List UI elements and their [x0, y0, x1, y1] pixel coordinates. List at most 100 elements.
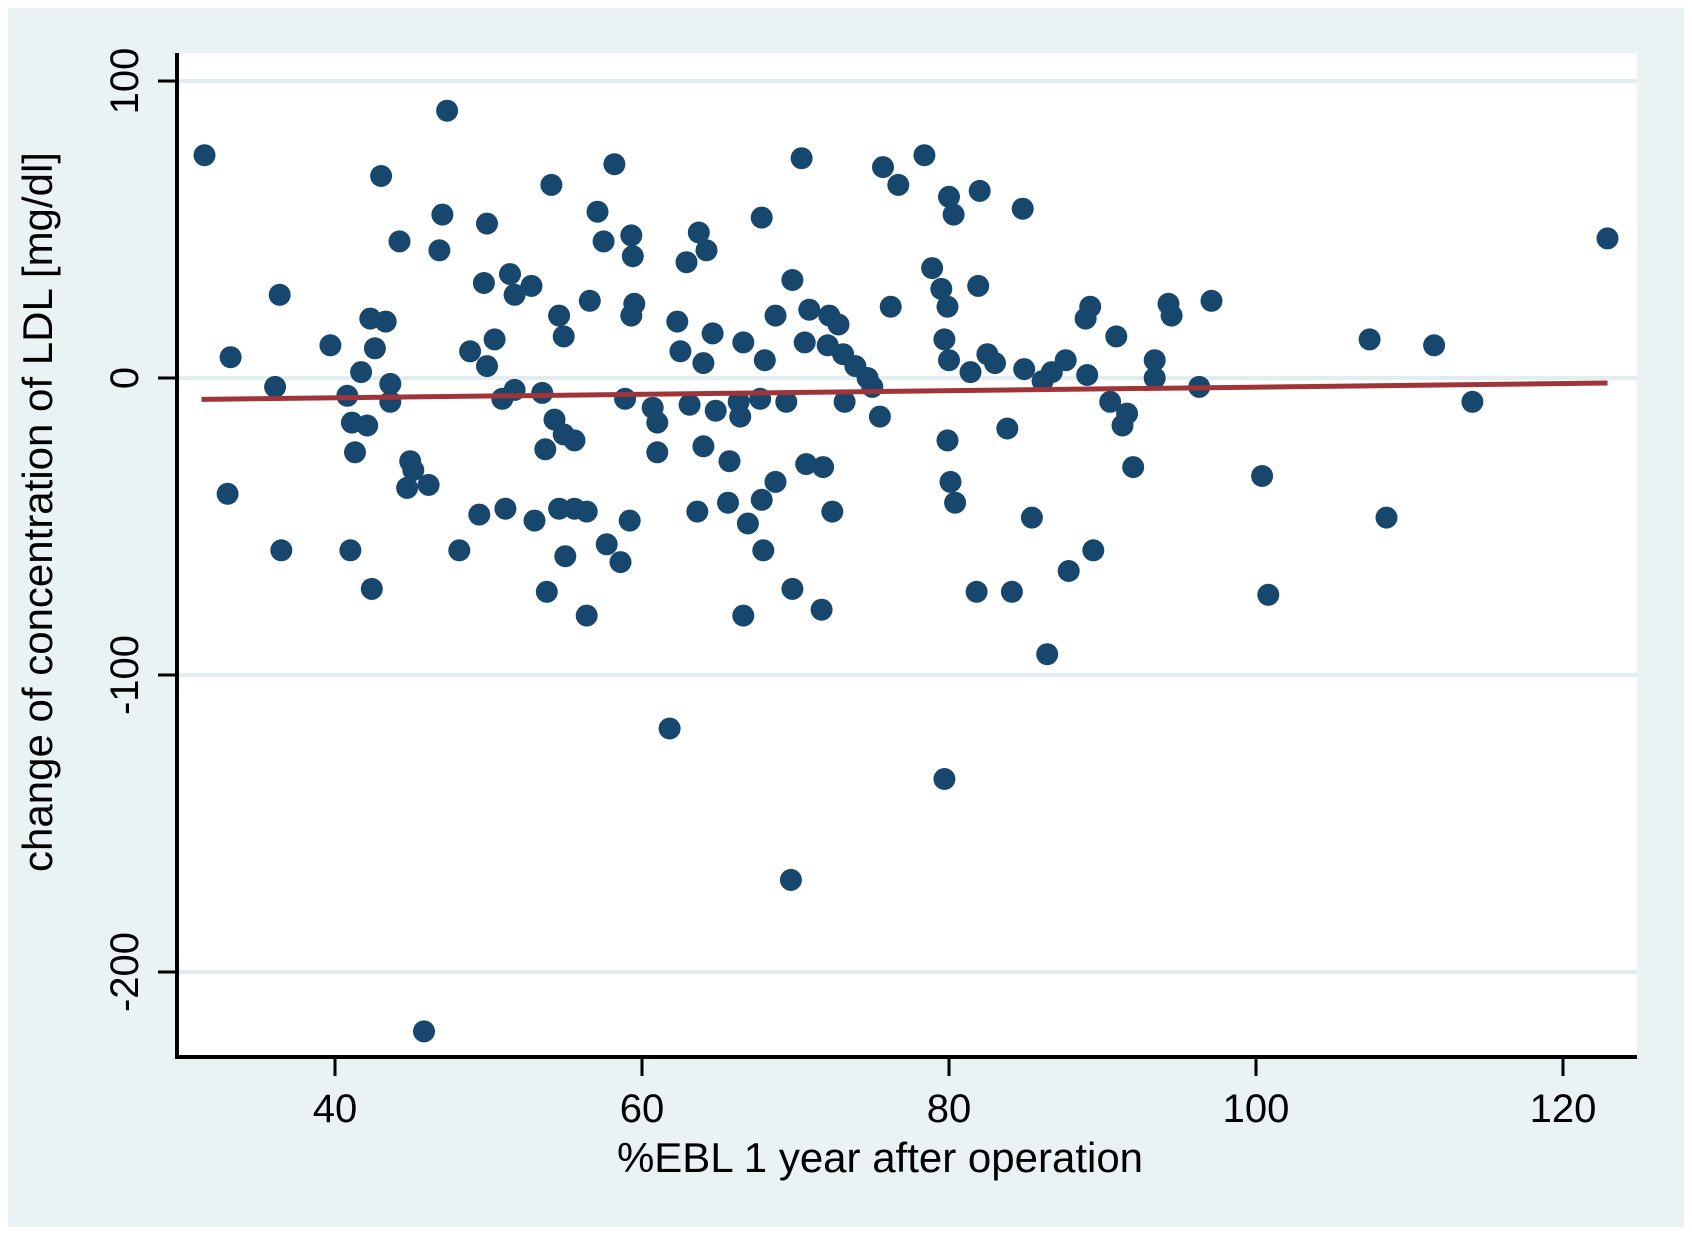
data-point: [887, 173, 910, 196]
x-tick-label: 40: [313, 1087, 358, 1131]
data-point: [540, 173, 563, 196]
data-point: [1358, 328, 1381, 351]
data-point: [933, 768, 956, 790]
data-point: [620, 304, 643, 327]
data-point: [216, 482, 239, 505]
data-point: [552, 325, 575, 348]
scatter-points: [193, 99, 1619, 1043]
data-point: [686, 500, 709, 523]
data-point: [1375, 506, 1398, 529]
data-point: [968, 179, 991, 202]
data-point: [535, 580, 558, 603]
data-point: [193, 144, 216, 167]
data-point: [621, 245, 644, 268]
data-point: [595, 533, 618, 556]
data-point: [812, 456, 835, 479]
data-point: [356, 414, 379, 437]
data-point: [548, 304, 571, 327]
x-tick-label: 120: [1530, 1087, 1597, 1131]
data-point: [658, 717, 681, 740]
data-point: [374, 310, 397, 333]
data-point: [396, 476, 419, 499]
data-point: [1074, 307, 1097, 330]
data-point: [732, 331, 755, 354]
data-point: [620, 224, 643, 247]
tick-labels: 100 0 -100 -200 40 60 80 100 120: [103, 48, 1596, 1131]
data-point: [472, 272, 495, 294]
data-point: [1461, 390, 1484, 413]
x-tick-label: 80: [927, 1087, 972, 1131]
y-tick-label: 100: [103, 48, 147, 115]
data-point: [1160, 304, 1183, 327]
data-point: [795, 453, 818, 476]
data-point: [646, 411, 669, 434]
data-point: [687, 221, 710, 244]
data-point: [750, 488, 773, 511]
x-tick-label: 60: [620, 1087, 665, 1131]
data-point: [609, 551, 632, 574]
data-point: [494, 497, 517, 520]
data-point: [936, 429, 959, 452]
data-point: [944, 491, 967, 514]
data-point: [692, 352, 715, 375]
data-point: [618, 509, 641, 532]
data-point: [729, 405, 752, 428]
data-point: [370, 165, 393, 187]
data-point: [913, 144, 936, 167]
data-point: [984, 352, 1006, 375]
data-point: [764, 304, 787, 327]
data-point: [732, 604, 755, 627]
data-point: [1596, 227, 1619, 250]
data-point: [614, 387, 637, 410]
data-point: [428, 239, 451, 262]
data-point: [810, 598, 833, 621]
data-point: [793, 331, 816, 354]
x-tick-label: 100: [1223, 1087, 1290, 1131]
data-point: [1200, 289, 1223, 312]
data-point: [701, 322, 724, 345]
data-point: [695, 239, 718, 262]
data-point: [666, 310, 689, 333]
data-point: [718, 450, 741, 473]
data-point: [704, 399, 727, 422]
tick-marks: [158, 79, 1565, 1076]
data-point: [736, 512, 759, 535]
data-point: [219, 346, 242, 369]
data-point: [790, 147, 813, 170]
data-point: [933, 328, 956, 351]
data-point: [1036, 643, 1059, 666]
gridlines: [177, 79, 1637, 974]
data-point: [921, 257, 944, 280]
data-point: [554, 545, 577, 568]
data-point: [1251, 465, 1274, 487]
data-point: [833, 390, 856, 413]
data-point: [752, 539, 775, 562]
data-point: [417, 473, 440, 496]
data-point: [764, 470, 787, 493]
data-point: [379, 390, 402, 413]
data-point: [575, 604, 598, 627]
data-point: [646, 441, 669, 464]
data-point: [339, 539, 362, 562]
data-point: [531, 381, 554, 404]
data-point: [431, 203, 454, 226]
data-point: [1000, 580, 1023, 603]
data-point: [548, 497, 571, 520]
data-point: [781, 269, 804, 291]
data-point: [717, 491, 739, 514]
data-point: [781, 577, 804, 600]
data-point: [942, 203, 965, 226]
data-point: [1143, 349, 1166, 372]
data-point: [586, 200, 609, 223]
data-point: [1257, 583, 1280, 606]
data-point: [753, 349, 776, 372]
data-point: [534, 438, 557, 461]
x-axis-title: %EBL 1 year after operation: [617, 1134, 1143, 1181]
data-point: [319, 334, 342, 357]
data-point: [996, 417, 1019, 440]
data-point: [959, 361, 982, 384]
data-point: [360, 577, 383, 600]
data-point: [936, 295, 959, 318]
